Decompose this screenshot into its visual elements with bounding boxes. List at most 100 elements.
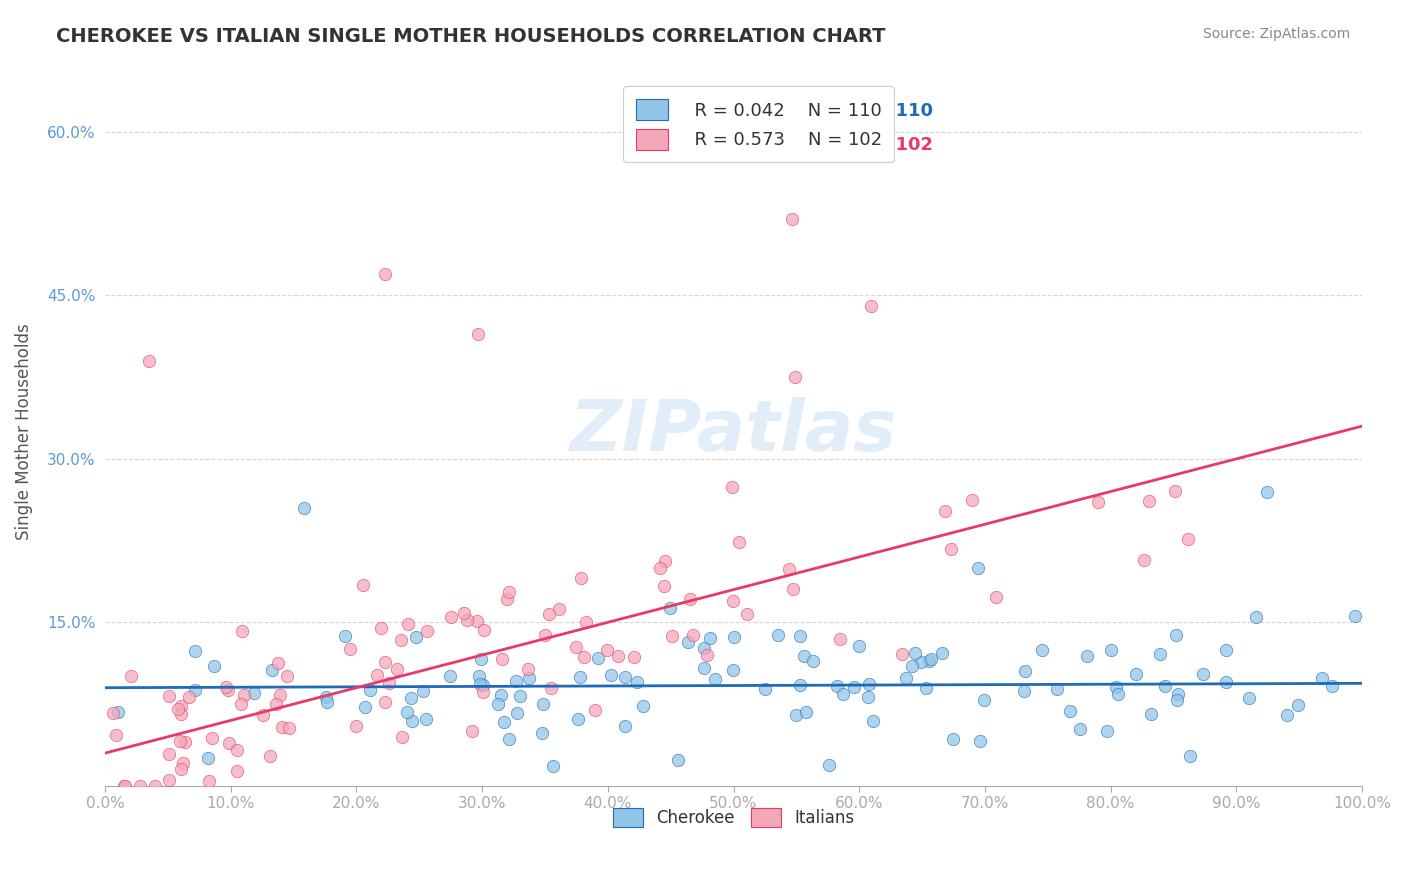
Point <box>104 728 127 742</box>
Point <box>516 662 538 676</box>
Point <box>233 688 256 702</box>
Point <box>894 671 917 685</box>
Point <box>472 677 495 691</box>
Point <box>225 742 247 756</box>
Point <box>830 632 852 646</box>
Point <box>825 679 848 693</box>
Point <box>169 706 191 721</box>
Point <box>1107 687 1129 701</box>
Point <box>607 649 630 664</box>
Point <box>197 751 219 765</box>
Point <box>778 562 800 576</box>
Point <box>780 212 803 227</box>
Point <box>862 714 884 728</box>
Point <box>856 690 879 704</box>
Point <box>817 758 839 772</box>
Point <box>623 650 645 665</box>
Point <box>243 686 266 700</box>
Point <box>173 735 195 749</box>
Point <box>492 715 515 730</box>
Point <box>391 730 413 744</box>
Point <box>631 699 654 714</box>
Point <box>391 633 413 648</box>
Point <box>682 628 704 642</box>
Point <box>218 736 240 750</box>
Point <box>727 535 749 549</box>
Point <box>339 641 361 656</box>
Point <box>184 682 207 697</box>
Point <box>1046 681 1069 696</box>
Point <box>703 672 725 686</box>
Point <box>467 326 489 341</box>
Point <box>1246 609 1268 624</box>
Point <box>586 651 609 665</box>
Point <box>170 699 193 714</box>
Point <box>120 668 142 682</box>
Point <box>344 719 367 733</box>
Point <box>931 646 953 660</box>
Point <box>1275 708 1298 723</box>
Y-axis label: Single Mother Households: Single Mother Households <box>15 323 32 540</box>
Point <box>568 670 591 684</box>
Point <box>231 624 253 639</box>
Point <box>567 713 589 727</box>
Point <box>1125 667 1147 681</box>
Point <box>374 695 396 709</box>
Point <box>654 554 676 568</box>
Point <box>569 571 592 585</box>
Point <box>1095 724 1118 739</box>
Point <box>1031 643 1053 657</box>
Point <box>416 624 439 639</box>
Point <box>1099 642 1122 657</box>
Point <box>693 640 716 655</box>
Point <box>1215 643 1237 657</box>
Point <box>1343 609 1365 624</box>
Point <box>509 689 531 703</box>
Point <box>1133 552 1156 566</box>
Point <box>537 607 560 621</box>
Point <box>942 732 965 747</box>
Point <box>534 628 557 642</box>
Point <box>794 706 817 720</box>
Point <box>1153 679 1175 693</box>
Point <box>143 779 166 793</box>
Point <box>395 705 418 719</box>
Text: R = 0.573: R = 0.573 <box>709 136 799 154</box>
Point <box>1310 671 1333 685</box>
Point <box>259 748 281 763</box>
Point <box>973 693 995 707</box>
Point <box>374 656 396 670</box>
Point <box>385 662 408 676</box>
Point <box>986 591 1008 605</box>
Point <box>1140 706 1163 721</box>
Point <box>1014 683 1036 698</box>
Point <box>648 561 671 575</box>
Point <box>505 673 527 688</box>
Point <box>842 680 865 694</box>
Point <box>693 661 716 675</box>
Point <box>596 642 619 657</box>
Point <box>292 500 315 515</box>
Point <box>496 592 519 607</box>
Text: N = 110: N = 110 <box>853 103 934 120</box>
Point <box>1014 665 1036 679</box>
Point <box>1149 647 1171 661</box>
Point <box>439 669 461 683</box>
Point <box>1286 698 1309 712</box>
Point <box>858 677 880 691</box>
Point <box>599 668 621 682</box>
Point <box>967 561 990 575</box>
Point <box>468 668 491 682</box>
Point <box>533 698 555 712</box>
Text: CHEROKEE VS ITALIAN SINGLE MOTHER HOUSEHOLDS CORRELATION CHART: CHEROKEE VS ITALIAN SINGLE MOTHER HOUSEH… <box>56 27 886 45</box>
Point <box>112 779 135 793</box>
Point <box>891 647 914 661</box>
Point <box>721 594 744 608</box>
Point <box>789 678 811 692</box>
Point <box>276 669 298 683</box>
Text: ZIPatlas: ZIPatlas <box>569 397 897 467</box>
Point <box>333 630 356 644</box>
Point <box>754 682 776 697</box>
Point <box>471 685 494 699</box>
Point <box>352 578 374 592</box>
